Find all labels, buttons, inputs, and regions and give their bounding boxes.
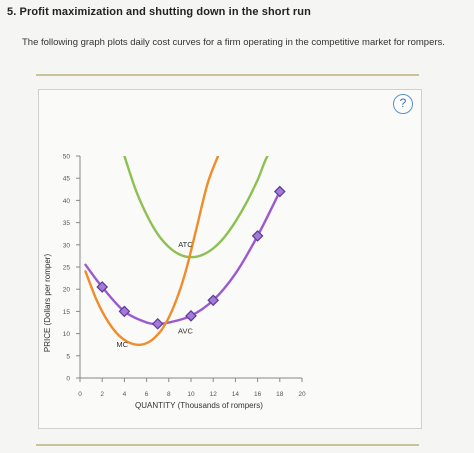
avc-point-marker[interactable] <box>251 230 264 242</box>
curve-labels: ATC AVC MC <box>116 240 193 349</box>
x-tick-label: 20 <box>298 391 306 398</box>
atc-label: ATC <box>178 240 193 249</box>
avc-curve <box>84 190 281 326</box>
x-tick-label: 8 <box>167 391 171 398</box>
y-tick-label: 50 <box>63 154 71 161</box>
x-tick-label: 4 <box>123 391 127 398</box>
y-tick-label: 0 <box>66 376 70 383</box>
cost-curves <box>84 156 281 347</box>
avc-point-marker[interactable] <box>185 309 197 322</box>
y-tick-label: 5 <box>66 353 70 360</box>
avc-point-marker[interactable] <box>207 294 220 307</box>
y-tick-label: 10 <box>63 331 71 338</box>
x-tick-label: 16 <box>254 391 262 398</box>
mc-curve <box>84 156 220 347</box>
question-mark-icon: ? <box>399 96 407 110</box>
axes: 0 5 10 15 20 25 30 35 40 45 50 0 2 4 6 8 10 12 14 16 18 20 QUA… <box>43 154 306 411</box>
x-tick-label: 14 <box>232 391 240 398</box>
avc-point-marker[interactable] <box>273 185 286 198</box>
y-tick-label: 15 <box>63 309 71 316</box>
avc-point-marker[interactable] <box>151 317 164 330</box>
y-tick-label: 35 <box>63 220 71 227</box>
atc-curve <box>123 156 269 259</box>
top-divider <box>36 74 419 76</box>
question-heading: 5. Profit maximization and shutting down… <box>7 6 311 18</box>
x-tick-label: 10 <box>187 391 195 398</box>
graph-panel[interactable] <box>38 89 422 429</box>
x-tick-label: 18 <box>276 391 284 398</box>
y-tick-label: 45 <box>63 176 71 183</box>
y-tick-label: 30 <box>63 242 71 249</box>
avc-point-marker[interactable] <box>118 305 131 318</box>
x-tick-label: 2 <box>100 391 104 398</box>
y-tick-label: 25 <box>63 265 71 272</box>
x-tick-label: 6 <box>145 391 149 398</box>
bottom-divider <box>36 444 419 446</box>
y-tick-label: 40 <box>63 198 71 205</box>
x-axis-label: QUANTITY (Thousands of rompers) <box>135 401 263 410</box>
avc-label: AVC <box>178 327 193 336</box>
y-axis-label: PRICE (Dollars per romper) <box>43 254 52 353</box>
avc-point-marker[interactable] <box>96 281 109 293</box>
x-tick-label: 12 <box>210 391 218 398</box>
avc-markers[interactable] <box>96 185 286 330</box>
y-tick-label: 20 <box>63 287 71 294</box>
x-tick-label: 0 <box>78 391 82 398</box>
question-intro: The following graph plots daily cost cur… <box>22 37 445 48</box>
help-button[interactable]: ? <box>393 94 413 114</box>
mc-label: MC <box>116 340 128 349</box>
